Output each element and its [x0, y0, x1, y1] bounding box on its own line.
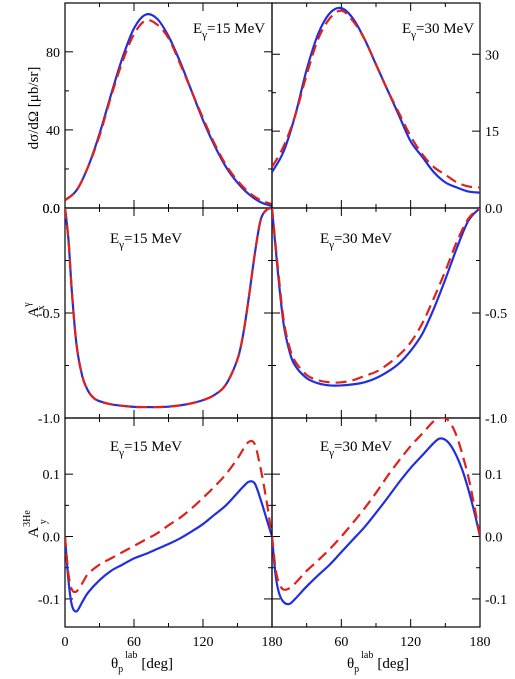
series-line-dashed: [65, 208, 272, 409]
y-tick-label: -0.1: [485, 593, 507, 608]
y-tick-label: -1.0: [38, 412, 60, 427]
ylabel-cross-section: dσ/dΩ [μb/sr]: [26, 67, 42, 150]
series-line-dashed: [65, 439, 272, 594]
panel-label: Eγ=30 MeV: [402, 21, 474, 41]
xlabel-left: θplab[deg]: [111, 650, 173, 675]
series-line-dashed: [65, 18, 272, 206]
y-tick-label: 30: [485, 48, 499, 63]
y-tick-label: 0.0: [43, 202, 61, 217]
y-tick-label: 0.0: [43, 202, 61, 217]
panel-label: Eγ=15 MeV: [193, 21, 265, 41]
x-tick-label: 120: [400, 635, 421, 650]
x-tick-label: 60: [127, 635, 141, 650]
series-line-solid: [65, 480, 272, 613]
panel-cs-30: 15 30 Eγ=30 MeV: [271, 2, 499, 209]
y-tick-label: 0.1: [43, 468, 61, 483]
panel-label: Eγ=15 MeV: [110, 439, 182, 459]
ylabel-ay: A3He y: [22, 510, 49, 538]
plot-panels: 0.0 40 80 Eγ=15 MeV 15 30 Eγ=30 MeV -1.0 -0.5 0.0…: [38, 2, 507, 650]
panel-ax-30: -1.0 -0.5 0.0 Eγ=30 MeV: [271, 202, 507, 427]
y-tick-label: 0.0: [485, 202, 503, 217]
x-tick-label: 60: [334, 635, 348, 650]
series-line-dashed: [272, 208, 480, 384]
y-tick-label: -0.5: [485, 307, 507, 322]
y-tick-label: -0.5: [38, 307, 60, 322]
series-line-solid: [272, 437, 480, 606]
series-line-solid: [65, 13, 272, 208]
ylabel-ax: Aγx: [22, 302, 47, 318]
series-line-dashed: [272, 9, 480, 189]
y-tick-label: 0.0: [43, 531, 61, 546]
y-tick-label: 0.1: [485, 468, 503, 483]
y-tick-label: 15: [485, 125, 499, 140]
y-tick-label: 80: [46, 46, 60, 61]
panel-label: Eγ=30 MeV: [320, 231, 392, 251]
x-tick-label: 180: [470, 635, 491, 650]
y-tick-label: 0.0: [485, 531, 503, 546]
panel-label: Eγ=15 MeV: [110, 231, 182, 251]
x-tick-label: 120: [193, 635, 214, 650]
x-tick-label: 0: [62, 635, 69, 650]
xlabel-right: θplab[deg]: [347, 650, 409, 675]
panel-ax-15: -1.0 -0.5 0.0 Eγ=15 MeV: [38, 202, 273, 427]
panel-ay-15: 0 60 120 180 -0.1 0.0 0.1 Eγ=15 MeV: [38, 417, 283, 650]
series-line-solid: [272, 208, 480, 387]
y-tick-label: 40: [46, 124, 60, 139]
panel-ay-30: 60 120 180 -0.1 0.0 0.1 Eγ=30 MeV: [271, 417, 507, 650]
y-tick-label: -1.0: [485, 412, 507, 427]
y-tick-label: -0.1: [38, 593, 60, 608]
series-line-dashed: [272, 418, 480, 591]
x-tick-label: 180: [262, 635, 283, 650]
panel-label: Eγ=30 MeV: [320, 439, 392, 459]
panel-cs-15: 0.0 40 80 Eγ=15 MeV: [43, 2, 273, 217]
